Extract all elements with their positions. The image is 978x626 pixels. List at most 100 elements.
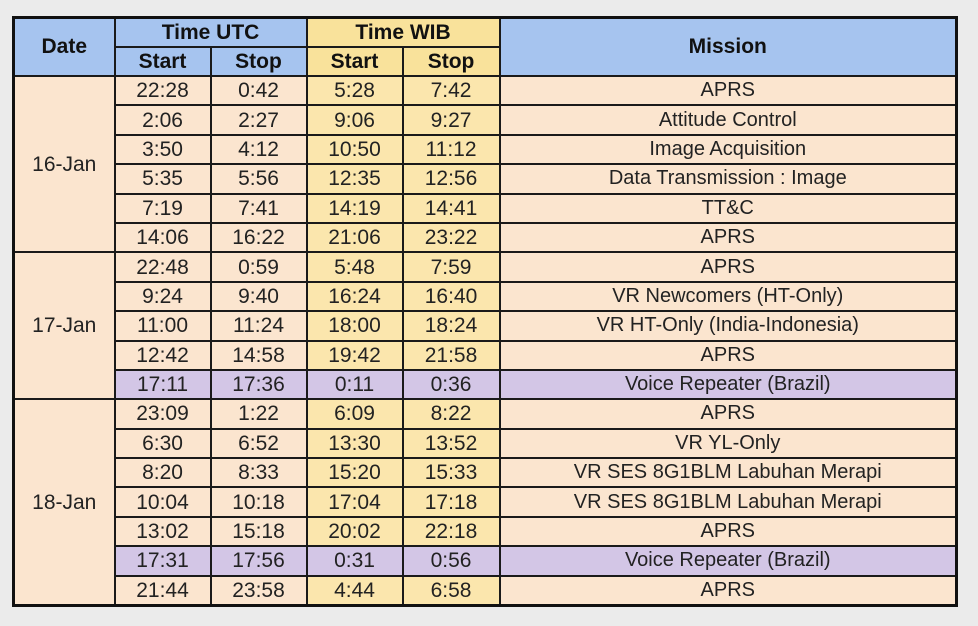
table-row: 11:00 11:24 18:00 18:24 VR HT-Only (India-In… (14, 310, 958, 342)
header-utc-start: Start (113, 46, 212, 77)
mission-cell: VR SES 8G1BLM Labuhan Merapi (498, 486, 958, 518)
table-row: 10:04 10:18 17:04 17:18 VR SES 8G1BLM Labuha… (14, 486, 958, 518)
header-wib-stop: Stop (401, 46, 501, 77)
utc-stop-cell: 9:40 (209, 280, 308, 313)
utc-stop-cell: 23:58 (209, 574, 308, 607)
wib-start-cell: 0:11 (305, 368, 404, 401)
wib-start-cell: 13:30 (305, 427, 404, 460)
utc-stop-cell: 7:41 (209, 192, 308, 224)
wib-start-cell: 9:06 (305, 104, 404, 136)
table-row: 2:06 2:27 9:06 9:27 Attitude Control (14, 104, 958, 136)
mission-cell: APRS (498, 74, 958, 107)
utc-stop-cell: 10:18 (209, 486, 308, 518)
wib-start-cell: 12:35 (305, 163, 404, 195)
table-row: 9:24 9:40 16:24 16:40 VR Newcomers (HT-Only) (14, 280, 958, 313)
utc-start-cell: 11:00 (113, 310, 212, 342)
wib-start-cell: 16:24 (305, 280, 404, 313)
wib-stop-cell: 13:52 (401, 427, 501, 460)
wib-stop-cell: 21:58 (401, 339, 501, 371)
table-row: 3:50 4:12 10:50 11:12 Image Acquisition (14, 133, 958, 166)
wib-stop-cell: 8:22 (401, 398, 501, 430)
utc-stop-cell: 17:56 (209, 545, 308, 577)
table-row: 12:42 14:58 19:42 21:58 APRS (14, 339, 958, 371)
utc-stop-cell: 17:36 (209, 368, 308, 401)
utc-stop-cell: 6:52 (209, 427, 308, 460)
table-row: 5:35 5:56 12:35 12:56 Data Transmission : Im… (14, 163, 958, 195)
utc-stop-cell: 0:59 (209, 251, 308, 283)
utc-start-cell: 17:11 (113, 368, 212, 401)
wib-start-cell: 20:02 (305, 515, 404, 548)
table-row: 21:44 23:58 4:44 6:58 APRS (14, 574, 958, 607)
mission-cell: VR Newcomers (HT-Only) (498, 280, 958, 313)
wib-stop-cell: 12:56 (401, 163, 501, 195)
wib-stop-cell: 16:40 (401, 280, 501, 313)
wib-stop-cell: 0:36 (401, 368, 501, 401)
mission-cell: Voice Repeater (Brazil) (498, 368, 958, 401)
utc-stop-cell: 16:22 (209, 221, 308, 254)
wib-start-cell: 0:31 (305, 545, 404, 577)
header-mission: Mission (498, 16, 958, 77)
mission-cell: APRS (498, 251, 958, 283)
mission-cell: APRS (498, 515, 958, 548)
wib-start-cell: 6:09 (305, 398, 404, 430)
table-row: 6:30 6:52 13:30 13:52 VR YL-Only (14, 427, 958, 460)
utc-stop-cell: 0:42 (209, 74, 308, 107)
utc-stop-cell: 8:33 (209, 457, 308, 489)
utc-start-cell: 9:24 (113, 280, 212, 313)
date-cell: 17-Jan (12, 251, 116, 401)
utc-start-cell: 7:19 (113, 192, 212, 224)
wib-stop-cell: 0:56 (401, 545, 501, 577)
wib-start-cell: 5:28 (305, 74, 404, 107)
utc-stop-cell: 14:58 (209, 339, 308, 371)
utc-start-cell: 22:48 (113, 251, 212, 283)
wib-start-cell: 19:42 (305, 339, 404, 371)
wib-stop-cell: 15:33 (401, 457, 501, 489)
utc-start-cell: 14:06 (113, 221, 212, 254)
wib-stop-cell: 9:27 (401, 104, 501, 136)
utc-start-cell: 22:28 (113, 74, 212, 107)
table-row: 13:02 15:18 20:02 22:18 APRS (14, 515, 958, 548)
utc-stop-cell: 2:27 (209, 104, 308, 136)
utc-start-cell: 10:04 (113, 486, 212, 518)
wib-start-cell: 4:44 (305, 574, 404, 607)
table-row: 17:31 17:56 0:31 0:56 Voice Repeater (Brazil… (14, 545, 958, 577)
header-date: Date (12, 16, 116, 77)
mission-cell: VR YL-Only (498, 427, 958, 460)
utc-stop-cell: 4:12 (209, 133, 308, 166)
wib-stop-cell: 22:18 (401, 515, 501, 548)
wib-start-cell: 10:50 (305, 133, 404, 166)
wib-start-cell: 14:19 (305, 192, 404, 224)
mission-cell: Attitude Control (498, 104, 958, 136)
utc-start-cell: 13:02 (113, 515, 212, 548)
wib-stop-cell: 6:58 (401, 574, 501, 607)
wib-start-cell: 5:48 (305, 251, 404, 283)
schedule-table: Date Time UTC Time WIB Mission Start Sto… (12, 16, 958, 608)
table-row: 16-Jan 22:28 0:42 5:28 7:42 APRS (12, 74, 958, 254)
mission-cell: Data Transmission : Image (498, 163, 958, 195)
mission-cell: VR SES 8G1BLM Labuhan Merapi (498, 457, 958, 489)
utc-start-cell: 5:35 (113, 163, 212, 195)
utc-stop-cell: 1:22 (209, 398, 308, 430)
wib-stop-cell: 11:12 (401, 133, 501, 166)
mission-cell: APRS (498, 339, 958, 371)
wib-start-cell: 21:06 (305, 221, 404, 254)
wib-stop-cell: 18:24 (401, 310, 501, 342)
schedule-body: 16-Jan 22:28 0:42 5:28 7:42 APRS 2:06 2:27 9:06 9… (12, 74, 958, 607)
utc-start-cell: 23:09 (113, 398, 212, 430)
table-row: 8:20 8:33 15:20 15:33 VR SES 8G1BLM Labuhan … (14, 457, 958, 489)
table-row: 7:19 7:41 14:19 14:41 TT&C (14, 192, 958, 224)
date-cell: 16-Jan (12, 74, 116, 254)
utc-start-cell: 17:31 (113, 545, 212, 577)
utc-start-cell: 6:30 (113, 427, 212, 460)
wib-start-cell: 17:04 (305, 486, 404, 518)
utc-stop-cell: 15:18 (209, 515, 308, 548)
table-row: 17:11 17:36 0:11 0:36 Voice Repeater (Brazil… (14, 368, 958, 401)
utc-start-cell: 12:42 (113, 339, 212, 371)
utc-stop-cell: 5:56 (209, 163, 308, 195)
utc-start-cell: 3:50 (113, 133, 212, 166)
wib-stop-cell: 7:59 (401, 251, 501, 283)
wib-start-cell: 15:20 (305, 457, 404, 489)
header-wib-start: Start (305, 46, 404, 77)
utc-start-cell: 8:20 (113, 457, 212, 489)
table-row: 17-Jan 22:48 0:59 5:48 7:59 APRS (12, 251, 958, 401)
